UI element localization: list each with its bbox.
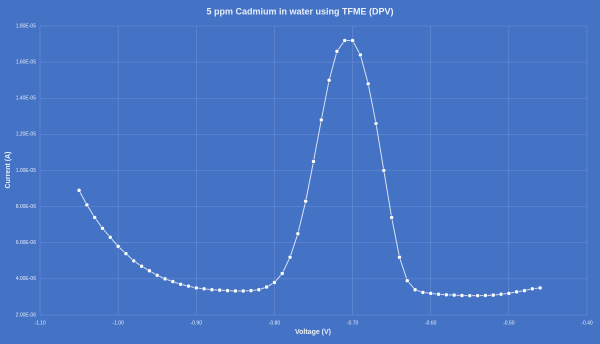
data-point [381, 168, 387, 173]
y-axis-title: Current (A) [5, 152, 12, 189]
data-point [373, 121, 379, 126]
data-point [436, 291, 441, 297]
data-point [475, 293, 480, 298]
chart-title: 5 ppm Cadmium in water using TFME (DPV) [206, 6, 393, 16]
data-point [342, 38, 348, 43]
data-point [506, 291, 512, 296]
data-point [139, 263, 144, 269]
data-point [162, 276, 168, 282]
data-point [397, 254, 402, 260]
data-point [420, 290, 426, 295]
data-point [334, 48, 340, 54]
data-point [404, 278, 410, 283]
y-tick-label: 4.00E-06 [16, 276, 37, 282]
data-point [365, 81, 371, 87]
data-point [225, 288, 230, 293]
data-point [92, 215, 97, 220]
data-point [295, 231, 301, 237]
data-point [350, 38, 355, 43]
data-point [186, 283, 191, 289]
data-point [522, 288, 527, 293]
x-tick-label: -0.80 [269, 320, 281, 326]
data-point [131, 258, 137, 264]
y-tick-label: 1.00E-05 [16, 168, 37, 174]
y-tick-label: 6.00E-06 [16, 240, 37, 246]
x-tick-label: -1.10 [34, 320, 46, 326]
data-point [170, 279, 176, 284]
y-tick-label: 8.00E-06 [16, 204, 37, 210]
x-tick-label: -1.00 [112, 320, 124, 326]
data-point [84, 202, 90, 208]
data-point [76, 188, 82, 193]
data-point [490, 292, 496, 298]
data-point [358, 52, 363, 58]
data-point [193, 285, 199, 291]
data-point [451, 292, 457, 298]
data-point [498, 291, 504, 297]
y-tick-label: 2.00E-06 [16, 312, 37, 318]
data-point [319, 117, 324, 123]
data-point [311, 159, 316, 164]
data-point [326, 77, 332, 83]
data-point [412, 287, 418, 293]
x-tick-label: -0.90 [191, 320, 203, 326]
data-point [459, 293, 465, 298]
data-point [201, 286, 207, 292]
x-tick-label: -0.60 [425, 320, 437, 326]
data-point [389, 215, 394, 220]
data-point [147, 268, 152, 274]
data-point [108, 235, 113, 240]
data-point [444, 292, 449, 298]
data-point [178, 281, 183, 287]
x-axis-title: Voltage (V) [295, 329, 331, 336]
data-point [467, 293, 473, 298]
data-point [287, 254, 293, 260]
data-point [428, 291, 434, 296]
data-point [272, 280, 277, 285]
y-tick-label: 1.20E-05 [16, 132, 37, 138]
x-tick-label: -0.40 [581, 320, 593, 326]
y-tick-label: 1.40E-05 [16, 96, 37, 102]
data-point [154, 272, 160, 278]
data-point [483, 293, 488, 298]
data-point [209, 287, 215, 293]
data-point [303, 198, 308, 204]
y-tick-label: 1.60E-05 [16, 59, 37, 65]
y-tick-label: 1.80E-05 [16, 23, 37, 29]
data-point [248, 288, 254, 293]
data-point [240, 288, 246, 294]
data-point [279, 271, 285, 276]
data-point [217, 287, 223, 293]
data-point [256, 287, 262, 293]
x-tick-label: -0.50 [503, 320, 515, 326]
data-point [514, 289, 519, 295]
data-point [233, 288, 238, 294]
data-point [123, 251, 129, 256]
data-point [537, 285, 543, 291]
data-point [529, 286, 535, 292]
x-tick-label: -0.70 [347, 320, 359, 326]
data-point [100, 226, 105, 231]
data-point [115, 244, 121, 249]
data-point [264, 284, 269, 290]
